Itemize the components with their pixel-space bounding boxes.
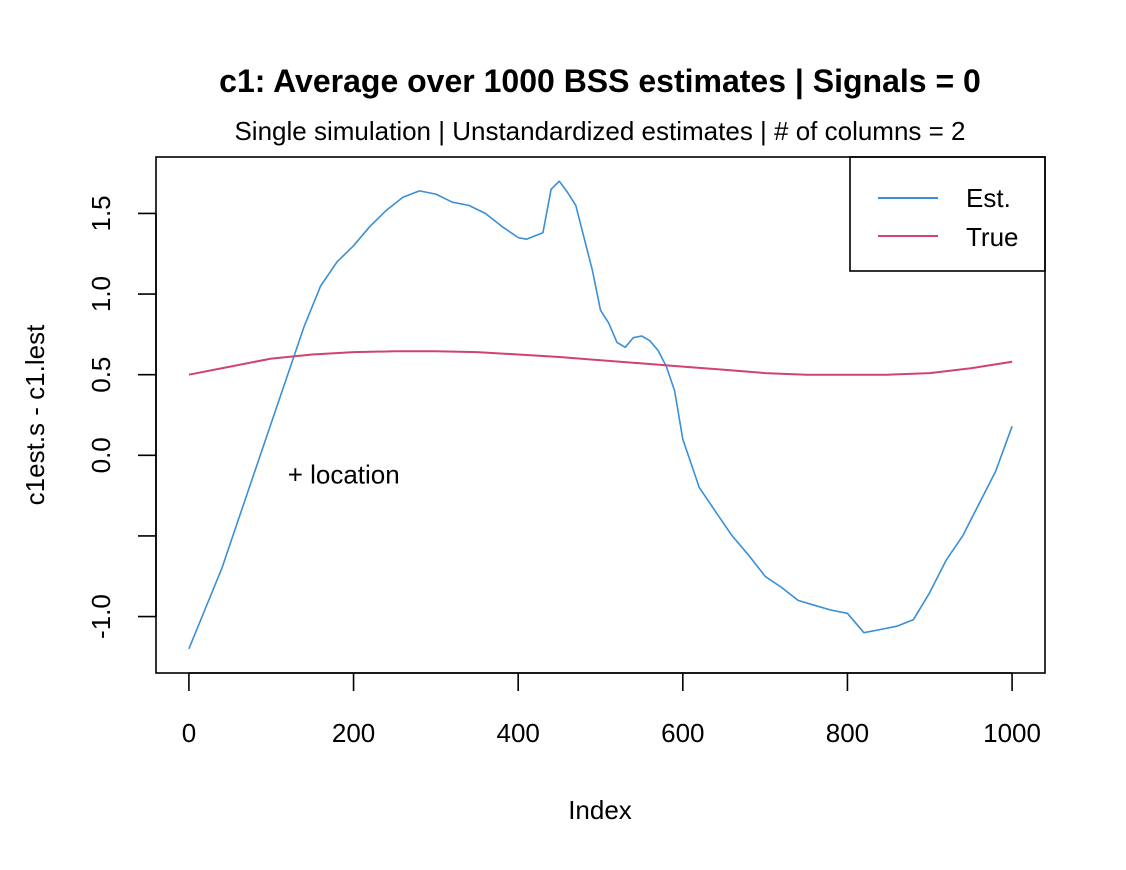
x-tick-label: 1000: [983, 718, 1041, 748]
series-layer: [188, 180, 1013, 650]
y-tick-label: -1.0: [86, 594, 116, 639]
legend-label-true: True: [966, 222, 1019, 252]
location-annotation: + location: [288, 460, 400, 490]
x-tick-label: 0: [182, 718, 196, 748]
x-axis: 0 200 400 600 800 1000: [182, 672, 1041, 748]
x-tick-label: 600: [661, 718, 704, 748]
x-tick-label: 200: [332, 718, 375, 748]
y-axis-label: c1est.s - c1.lest: [20, 324, 50, 505]
legend-label-est: Est.: [966, 183, 1011, 213]
series-line-true: [188, 350, 1013, 376]
y-axis: -1.0 0.0 0.5 1.0 1.5: [86, 195, 157, 639]
plot-frame: [155, 156, 1046, 674]
y-tick-label: 0.0: [86, 437, 116, 473]
chart-subtitle: Single simulation | Unstandardized estim…: [234, 116, 965, 146]
legend: Est. True: [849, 156, 1046, 272]
series-line-est: [188, 180, 1013, 650]
y-tick-label: 0.5: [86, 357, 116, 393]
chart-title: c1: Average over 1000 BSS estimates | Si…: [219, 63, 981, 99]
x-tick-label: 400: [496, 718, 539, 748]
y-tick-label: 1.0: [86, 276, 116, 312]
y-tick-label: 1.5: [86, 195, 116, 231]
x-tick-label: 800: [826, 718, 869, 748]
legend-box: [849, 156, 1046, 272]
x-axis-label: Index: [568, 795, 632, 825]
